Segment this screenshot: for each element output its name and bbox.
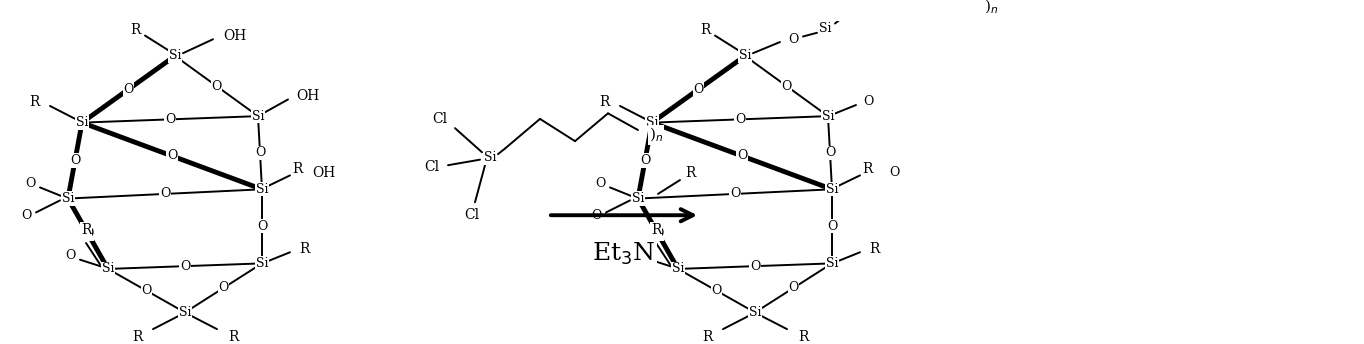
Text: O: O (653, 227, 663, 240)
Text: R: R (700, 23, 711, 37)
Text: R: R (599, 95, 610, 109)
Text: O: O (218, 281, 229, 294)
Text: Si: Si (179, 306, 191, 319)
Text: O: O (788, 281, 799, 294)
Text: OH: OH (312, 165, 336, 180)
Text: R: R (80, 223, 91, 237)
Text: R: R (132, 330, 142, 344)
Text: R: R (798, 330, 809, 344)
Text: R: R (130, 23, 140, 37)
Text: Si: Si (61, 192, 74, 205)
Text: Si: Si (671, 262, 685, 276)
Text: R: R (685, 165, 696, 180)
Text: O: O (256, 220, 267, 233)
Text: O: O (70, 154, 80, 167)
Text: O: O (711, 284, 722, 297)
Text: O: O (827, 220, 837, 233)
Text: R: R (869, 243, 880, 257)
Text: Si: Si (818, 22, 831, 35)
Text: O: O (165, 113, 175, 126)
Text: Si: Si (102, 262, 115, 276)
Text: O: O (782, 79, 791, 93)
Text: O: O (693, 83, 704, 96)
Text: Cl: Cl (424, 160, 439, 174)
Text: Si: Si (632, 192, 644, 205)
Text: R: R (29, 95, 40, 109)
Text: Si: Si (821, 110, 835, 122)
Text: R: R (862, 162, 872, 176)
Text: O: O (591, 209, 602, 222)
Text: Si: Si (825, 183, 839, 196)
Text: O: O (123, 83, 134, 96)
Text: O: O (25, 177, 35, 190)
Text: O: O (83, 227, 93, 240)
Text: )$_n$: )$_n$ (983, 0, 998, 16)
Text: Si: Si (255, 257, 269, 270)
Text: Si: Si (76, 116, 89, 129)
Text: O: O (889, 166, 899, 179)
Text: Si: Si (255, 183, 269, 196)
Text: Si: Si (749, 306, 761, 319)
Text: )$_n$: )$_n$ (649, 126, 663, 144)
Text: Si: Si (645, 116, 659, 129)
Text: O: O (211, 79, 222, 93)
Text: O: O (20, 209, 31, 222)
Text: O: O (730, 187, 741, 201)
Text: O: O (142, 284, 151, 297)
Text: R: R (292, 162, 303, 176)
Text: O: O (735, 113, 745, 126)
Text: O: O (65, 249, 75, 262)
Text: Si: Si (484, 151, 496, 164)
Text: Cl: Cl (464, 208, 480, 222)
Text: Si: Si (739, 50, 752, 63)
Text: O: O (640, 154, 651, 167)
Text: OH: OH (224, 29, 247, 43)
Text: O: O (160, 187, 170, 201)
Text: O: O (166, 149, 177, 162)
Text: OH: OH (296, 89, 319, 103)
Text: O: O (634, 249, 645, 262)
Text: O: O (180, 260, 190, 273)
Text: O: O (863, 95, 873, 108)
Text: Si: Si (825, 257, 839, 270)
Text: R: R (228, 330, 239, 344)
Text: O: O (737, 149, 747, 162)
Text: Si: Si (252, 110, 265, 122)
Text: O: O (750, 260, 760, 273)
Text: Et$_3$N: Et$_3$N (592, 241, 656, 267)
Text: R: R (702, 330, 712, 344)
Text: O: O (788, 33, 798, 46)
Text: O: O (595, 177, 606, 190)
Text: R: R (299, 243, 310, 257)
Text: Si: Si (169, 50, 181, 63)
Text: O: O (825, 146, 835, 159)
Text: R: R (651, 223, 662, 237)
Text: O: O (255, 146, 265, 159)
Text: Cl: Cl (432, 112, 447, 126)
